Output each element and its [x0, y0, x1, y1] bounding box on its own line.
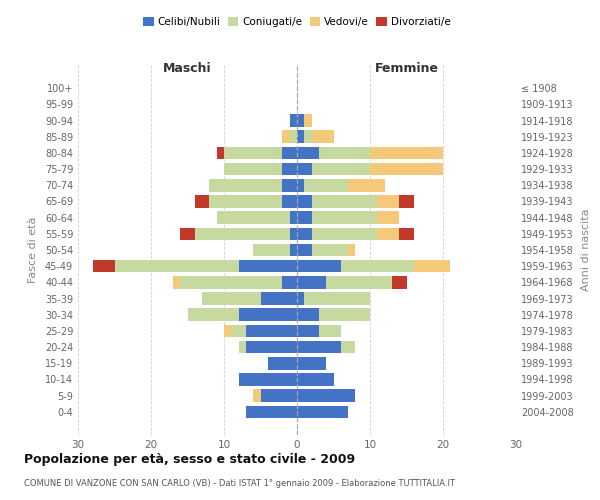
- Bar: [297, 244, 311, 256]
- Bar: [92, 260, 115, 272]
- Bar: [209, 195, 283, 208]
- Bar: [297, 357, 326, 370]
- Bar: [297, 228, 311, 240]
- Bar: [232, 324, 246, 337]
- Bar: [297, 373, 334, 386]
- Bar: [217, 146, 224, 159]
- Bar: [377, 212, 399, 224]
- Bar: [297, 163, 311, 175]
- Bar: [319, 146, 370, 159]
- Bar: [297, 308, 319, 321]
- Bar: [290, 212, 297, 224]
- Bar: [341, 341, 355, 353]
- Bar: [115, 260, 239, 272]
- Bar: [290, 244, 297, 256]
- Bar: [283, 276, 297, 288]
- Text: COMUNE DI VANZONE CON SAN CARLO (VB) - Dati ISTAT 1° gennaio 2009 - Elaborazione: COMUNE DI VANZONE CON SAN CARLO (VB) - D…: [24, 479, 455, 488]
- Bar: [311, 130, 334, 143]
- Bar: [283, 163, 297, 175]
- Bar: [377, 195, 399, 208]
- Text: Femmine: Femmine: [374, 62, 439, 75]
- Bar: [319, 308, 370, 321]
- Bar: [297, 292, 304, 305]
- Bar: [304, 292, 370, 305]
- Bar: [283, 130, 290, 143]
- Bar: [246, 406, 297, 418]
- Legend: Celibi/Nubili, Coniugati/e, Vedovi/e, Divorziati/e: Celibi/Nubili, Coniugati/e, Vedovi/e, Di…: [141, 14, 453, 29]
- Bar: [348, 244, 355, 256]
- Bar: [290, 228, 297, 240]
- Bar: [224, 163, 283, 175]
- Bar: [311, 228, 377, 240]
- Bar: [260, 390, 297, 402]
- Bar: [297, 146, 319, 159]
- Bar: [297, 406, 348, 418]
- Bar: [268, 357, 297, 370]
- Bar: [224, 146, 283, 159]
- Bar: [304, 179, 348, 192]
- Bar: [311, 244, 348, 256]
- Bar: [239, 308, 297, 321]
- Bar: [399, 228, 414, 240]
- Bar: [239, 373, 297, 386]
- Bar: [304, 130, 311, 143]
- Bar: [187, 308, 239, 321]
- Bar: [297, 114, 304, 127]
- Bar: [290, 130, 297, 143]
- Bar: [209, 179, 283, 192]
- Bar: [297, 324, 319, 337]
- Bar: [370, 146, 443, 159]
- Bar: [224, 324, 232, 337]
- Bar: [217, 212, 290, 224]
- Bar: [239, 341, 246, 353]
- Bar: [246, 324, 297, 337]
- Bar: [326, 276, 392, 288]
- Text: Maschi: Maschi: [163, 62, 212, 75]
- Y-axis label: Anni di nascita: Anni di nascita: [581, 209, 590, 291]
- Bar: [202, 292, 260, 305]
- Bar: [239, 260, 297, 272]
- Bar: [253, 390, 260, 402]
- Bar: [297, 195, 311, 208]
- Bar: [370, 163, 443, 175]
- Bar: [311, 163, 370, 175]
- Bar: [297, 130, 304, 143]
- Bar: [195, 228, 290, 240]
- Bar: [290, 114, 297, 127]
- Bar: [297, 341, 341, 353]
- Text: Popolazione per età, sesso e stato civile - 2009: Popolazione per età, sesso e stato civil…: [24, 452, 355, 466]
- Bar: [297, 212, 311, 224]
- Bar: [253, 244, 290, 256]
- Bar: [260, 292, 297, 305]
- Bar: [297, 276, 326, 288]
- Bar: [399, 195, 414, 208]
- Bar: [297, 390, 355, 402]
- Bar: [283, 195, 297, 208]
- Bar: [173, 276, 180, 288]
- Bar: [283, 146, 297, 159]
- Bar: [180, 228, 195, 240]
- Bar: [341, 260, 414, 272]
- Bar: [414, 260, 450, 272]
- Bar: [392, 276, 407, 288]
- Bar: [311, 212, 377, 224]
- Bar: [377, 228, 399, 240]
- Bar: [304, 114, 311, 127]
- Bar: [180, 276, 283, 288]
- Y-axis label: Fasce di età: Fasce di età: [28, 217, 38, 283]
- Bar: [195, 195, 209, 208]
- Bar: [283, 179, 297, 192]
- Bar: [297, 260, 341, 272]
- Bar: [348, 179, 385, 192]
- Bar: [319, 324, 341, 337]
- Bar: [311, 195, 377, 208]
- Bar: [297, 179, 304, 192]
- Bar: [246, 341, 297, 353]
